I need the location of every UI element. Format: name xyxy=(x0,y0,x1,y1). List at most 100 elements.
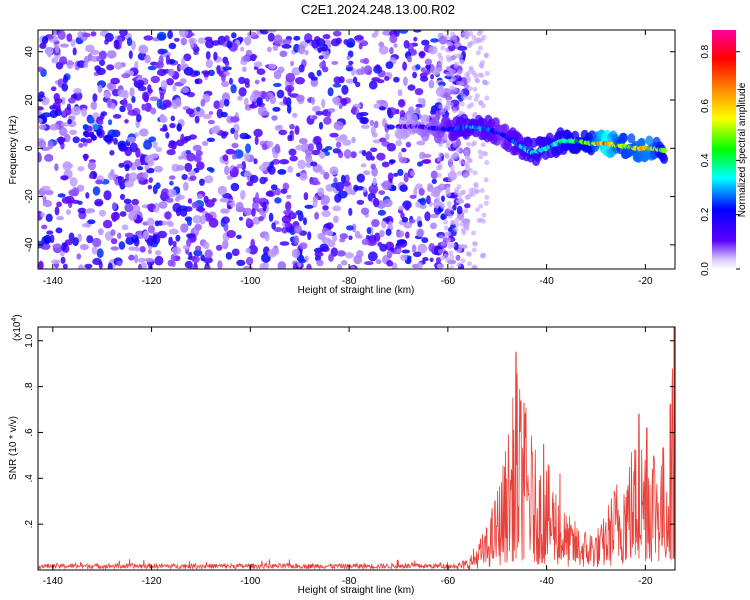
heatmap-cell xyxy=(479,188,485,194)
heatmap-cell xyxy=(372,132,378,138)
heatmap-cell xyxy=(207,69,215,77)
heatmap-cell xyxy=(168,58,176,65)
heatmap-cell xyxy=(137,166,144,171)
heatmap-cell xyxy=(417,229,424,238)
heatmap-cell xyxy=(235,201,244,212)
heatmap-cell xyxy=(82,32,91,38)
heatmap-cell xyxy=(336,250,346,257)
heatmap-cell xyxy=(60,175,69,181)
heatmap-cell xyxy=(191,201,199,209)
heatmap-cell xyxy=(111,202,117,210)
heatmap-cell xyxy=(283,96,288,105)
heatmap-cell xyxy=(231,248,240,257)
snr-xlabel: Height of straight line (km) xyxy=(298,585,415,596)
heatmap-cell xyxy=(627,133,636,144)
heatmap-cell xyxy=(126,136,137,143)
heatmap-cell xyxy=(38,118,43,124)
heatmap-cell xyxy=(169,122,176,129)
heatmap-cell xyxy=(56,201,62,208)
heatmap-cell xyxy=(448,68,454,74)
heatmap-cell xyxy=(154,165,163,173)
heatmap-cell xyxy=(246,181,254,187)
x-tick-label: -60 xyxy=(441,276,456,287)
heatmap-cell xyxy=(450,168,456,174)
heatmap-cell xyxy=(267,32,275,42)
heatmap-cell xyxy=(440,240,446,246)
x-tick-label: -20 xyxy=(638,276,653,287)
heatmap-cell xyxy=(379,229,385,238)
heatmap-cell xyxy=(245,49,253,57)
heatmap-cell xyxy=(266,30,277,33)
heatmap-cell xyxy=(195,245,202,252)
colorbar-tick-label: 0.8 xyxy=(700,44,711,58)
heatmap-cell xyxy=(399,156,408,164)
heatmap-cell xyxy=(231,32,237,39)
heatmap-cell xyxy=(166,220,173,226)
heatmap-cell xyxy=(452,142,458,148)
heatmap-cell xyxy=(44,189,54,196)
heatmap-cell xyxy=(398,30,409,34)
heatmap-cell xyxy=(134,246,141,252)
heatmap-cell xyxy=(77,166,85,172)
heatmap-cell xyxy=(121,224,129,231)
heatmap-cell xyxy=(637,137,646,148)
heatmap-cell xyxy=(384,76,390,81)
heatmap-cell xyxy=(107,262,113,269)
heatmap-cell xyxy=(342,139,352,146)
heatmap-cell xyxy=(59,127,68,137)
heatmap-cell xyxy=(403,40,410,49)
heatmap-cell xyxy=(296,172,301,177)
heatmap-cell xyxy=(312,115,318,120)
heatmap-cell xyxy=(306,263,312,269)
heatmap-cell xyxy=(295,210,303,216)
heatmap-cell xyxy=(319,169,325,175)
snr-line xyxy=(38,327,675,570)
heatmap-cell xyxy=(180,223,189,233)
heatmap-cell xyxy=(454,222,460,228)
heatmap-cell xyxy=(265,93,270,102)
heatmap-cell xyxy=(375,64,381,71)
heatmap-cell xyxy=(316,69,322,77)
heatmap-cell xyxy=(437,97,443,103)
heatmap-cell xyxy=(183,181,189,191)
heatmap-cell xyxy=(432,187,441,196)
heatmap-cell xyxy=(471,35,477,40)
heatmap-cell xyxy=(456,205,463,215)
heatmap-cell xyxy=(41,36,49,45)
heatmap-cell xyxy=(437,66,443,72)
heatmap-cell xyxy=(146,203,156,210)
heatmap-cell xyxy=(259,30,270,35)
figure-title: C2E1.2024.248.13.00.R02 xyxy=(301,2,455,17)
heatmap-cell xyxy=(81,107,87,117)
heatmap-cell xyxy=(124,180,135,188)
heatmap-cell xyxy=(421,159,431,164)
heatmap-cell xyxy=(373,197,380,208)
x-tick-label: -60 xyxy=(441,576,456,587)
heatmap-cell xyxy=(72,47,77,56)
heatmap-cell xyxy=(62,75,69,84)
heatmap-cell xyxy=(238,87,247,97)
heatmap-cell xyxy=(418,188,425,196)
heatmap-cell xyxy=(102,219,113,229)
heatmap-cell xyxy=(332,96,341,104)
heatmap-cell xyxy=(124,232,134,238)
heatmap-cell xyxy=(38,124,47,130)
heatmap-cell xyxy=(389,47,394,55)
heatmap-cell xyxy=(419,204,427,210)
heatmap-cell xyxy=(243,78,250,85)
heatmap-cell xyxy=(337,190,348,199)
heatmap-cell xyxy=(378,106,386,111)
heatmap-cell xyxy=(307,231,312,241)
heatmap-cell xyxy=(254,136,259,146)
heatmap-cell xyxy=(459,81,465,87)
heatmap-cell xyxy=(157,220,164,226)
heatmap-cell xyxy=(99,209,106,217)
heatmap-cell xyxy=(228,77,234,85)
heatmap-cell xyxy=(370,163,376,170)
heatmap-cell xyxy=(221,80,230,88)
x-tick-label: -120 xyxy=(142,276,162,287)
heatmap-cell xyxy=(180,57,186,67)
heatmap-cell xyxy=(361,238,370,246)
heatmap-cell xyxy=(118,175,123,186)
heatmap-cell xyxy=(478,100,484,106)
